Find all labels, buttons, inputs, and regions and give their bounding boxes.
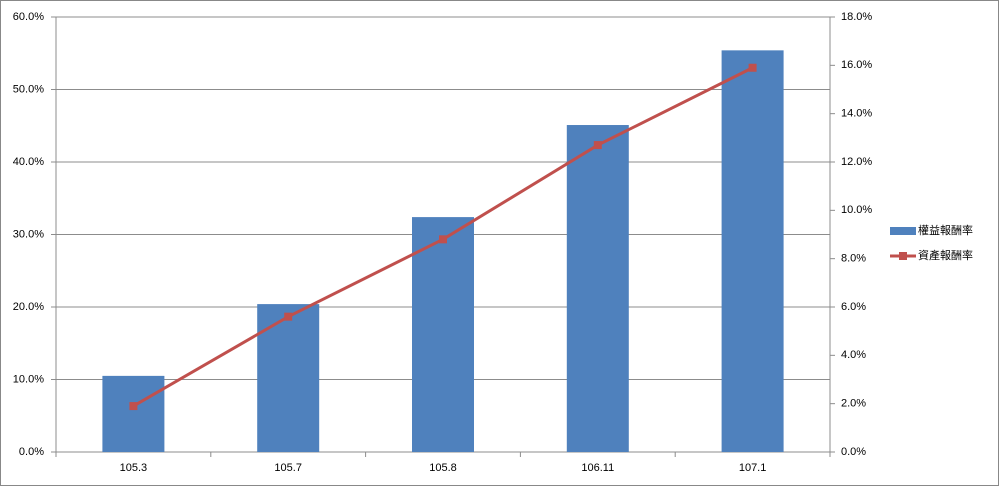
y2-tick-label: 6.0% <box>841 301 866 313</box>
marker <box>593 141 602 150</box>
y2-tick-label: 2.0% <box>841 398 866 410</box>
legend-label: 資產報酬率 <box>918 248 973 262</box>
marker <box>284 312 293 321</box>
y2-tick-label: 16.0% <box>841 59 872 71</box>
y-tick-label: 0.0% <box>19 446 44 458</box>
bar <box>566 125 629 453</box>
x-tick-label: 105.8 <box>429 462 457 474</box>
y2-tick-label: 4.0% <box>841 349 866 361</box>
bar <box>257 304 320 452</box>
x-tick-label: 106.11 <box>581 462 614 474</box>
legend-swatch <box>890 227 916 235</box>
y2-tick-label: 0.0% <box>841 446 866 458</box>
y-tick-label: 50.0% <box>13 83 44 95</box>
legend-label: 權益報酬率 <box>918 223 973 237</box>
y2-tick-label: 18.0% <box>841 11 872 23</box>
bar <box>412 217 474 452</box>
y2-tick-label: 14.0% <box>841 108 872 120</box>
x-tick-label: 105.3 <box>120 462 148 474</box>
marker <box>439 235 447 244</box>
x-tick-label: 105.7 <box>274 462 302 474</box>
bar <box>102 375 165 452</box>
bar <box>721 50 784 452</box>
marker <box>748 63 757 72</box>
y2-tick-label: 10.0% <box>841 204 872 216</box>
x-tick-label: 107.1 <box>739 462 767 474</box>
marker <box>129 402 138 411</box>
legend-marker <box>899 252 907 260</box>
y2-tick-label: 8.0% <box>841 253 866 265</box>
y-tick-label: 40.0% <box>13 156 44 168</box>
y-tick-label: 30.0% <box>13 228 44 240</box>
y2-tick-label: 12.0% <box>841 156 872 168</box>
y-tick-label: 20.0% <box>13 301 44 313</box>
y-tick-label: 60.0% <box>13 11 44 23</box>
y-tick-label: 10.0% <box>13 373 44 385</box>
